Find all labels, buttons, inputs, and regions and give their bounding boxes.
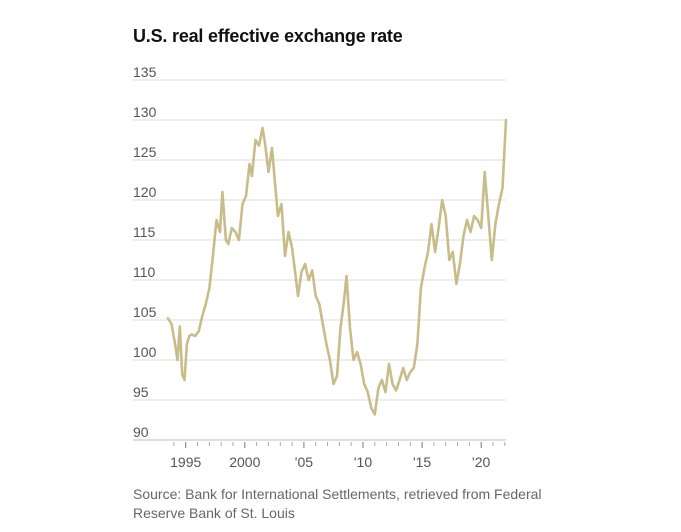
y-tick-label-90: 90: [133, 424, 149, 440]
x-tick-label-2010: '10: [354, 454, 372, 470]
chart-title: U.S. real effective exchange rate: [133, 26, 403, 46]
x-axis: 1995 2000 '05 '10 '15 '20: [133, 439, 506, 470]
x-tick-label-2005: '05: [295, 454, 313, 470]
x-tick-label-1995: 1995: [170, 454, 201, 470]
y-tick-label-100: 100: [133, 344, 157, 360]
y-tick-label-115: 115: [133, 224, 156, 240]
series-layer: [166, 118, 508, 416]
y-tick-label-135: 135: [133, 64, 157, 80]
y-tick-label-120: 120: [133, 184, 157, 200]
y-tick-label-105: 105: [133, 304, 157, 320]
source-note: Source: Bank for International Settlemen…: [133, 486, 542, 521]
series-line-0: [166, 118, 508, 416]
y-axis-tick-labels: 90 95 100 105 110 115 120 125 130 135: [133, 64, 157, 440]
y-tick-label-125: 125: [133, 144, 157, 160]
y-tick-label-95: 95: [133, 384, 149, 400]
x-tick-label-2020: '20: [472, 454, 490, 470]
y-tick-label-110: 110: [133, 264, 156, 280]
y-tick-label-130: 130: [133, 104, 157, 120]
x-tick-label-2015: '15: [413, 454, 431, 470]
gridlines: [133, 79, 506, 401]
x-tick-label-2000: 2000: [229, 454, 260, 470]
